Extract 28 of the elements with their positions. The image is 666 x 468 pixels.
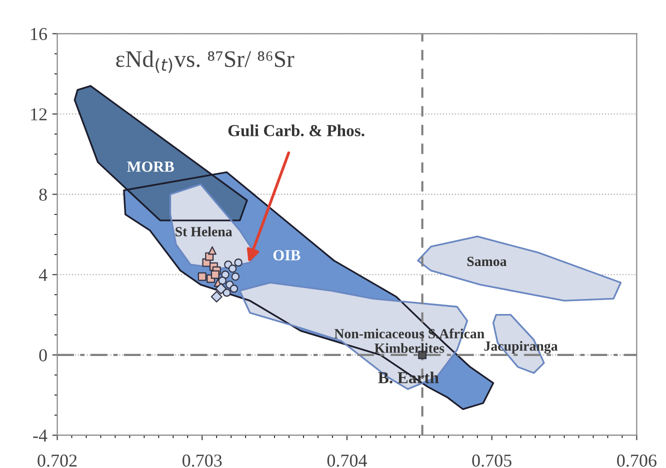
- point: [234, 258, 242, 267]
- point: [210, 270, 220, 279]
- text: εNd$_{(t)}$vs. ⁸⁷Sr/ ⁸⁶Sr: [116, 50, 294, 73]
- series-label: MORB: [127, 162, 174, 172]
- point: [221, 270, 230, 279]
- point: [228, 264, 237, 273]
- y-tick-label: 4: [38, 269, 48, 281]
- series-label: St Helena: [176, 226, 232, 236]
- point: [210, 290, 222, 302]
- point: [231, 272, 240, 281]
- point: [215, 282, 227, 294]
- x-tick-label: 0.705: [472, 454, 512, 467]
- x-tick-label: 0.703: [182, 454, 222, 467]
- point: [198, 272, 206, 281]
- y-tick-label: 16: [31, 28, 48, 40]
- point: [208, 246, 216, 255]
- point: [230, 284, 238, 293]
- y-tick-label: 8: [39, 188, 47, 201]
- point: [218, 276, 227, 285]
- y-tick-label: 0: [39, 349, 47, 362]
- series-label: Samoa: [467, 256, 507, 266]
- x-tick-label: 0.704: [327, 454, 368, 467]
- x-tick-label: 0.706: [617, 454, 656, 467]
- y-tick-label: -4: [33, 430, 48, 442]
- series-label: OIB: [273, 250, 300, 260]
- x-tick-label: 0.702: [38, 454, 77, 467]
- annotation: Guli Carb. & Phos.: [228, 124, 364, 136]
- y-tick-label: 12: [31, 108, 47, 120]
